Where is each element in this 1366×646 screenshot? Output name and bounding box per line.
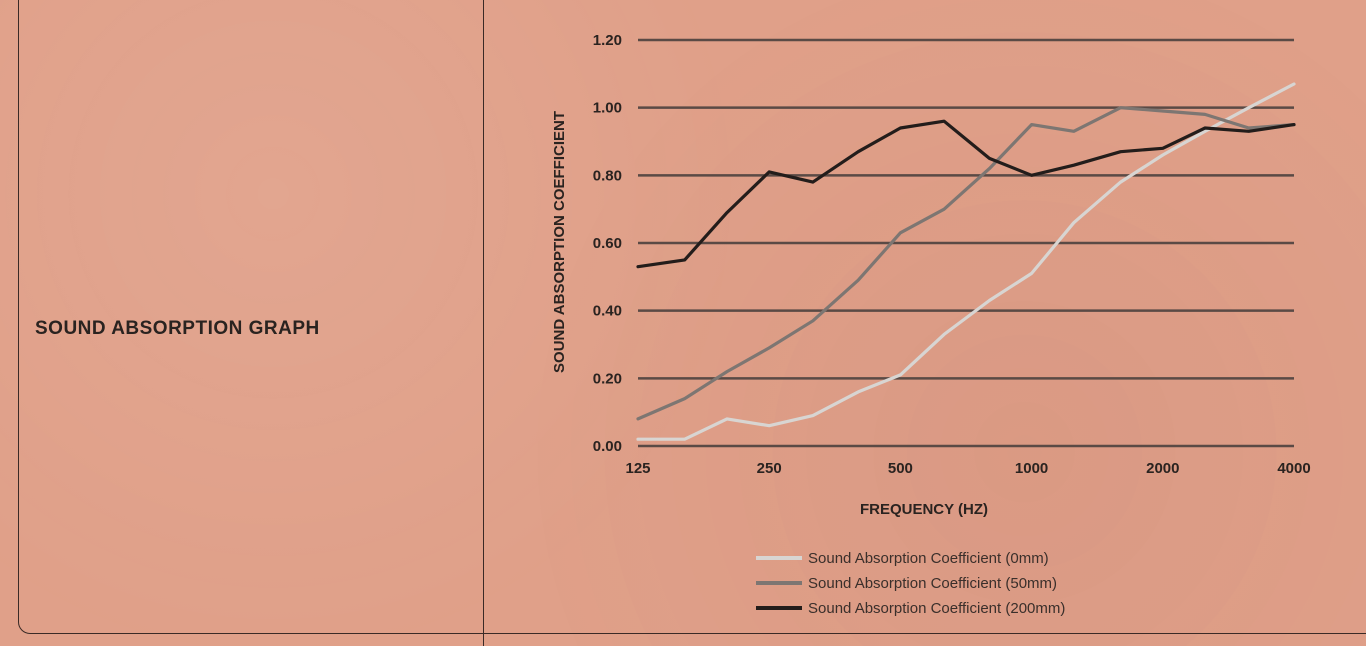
legend-label-2: Sound Absorption Coefficient (200mm) — [808, 600, 1065, 617]
y-tick-label: 0.60 — [593, 235, 622, 252]
series-line-2 — [636, 119, 1296, 269]
x-tick-label: 500 — [888, 460, 913, 477]
series-line-1 — [636, 106, 1296, 421]
x-tick-label: 2000 — [1146, 460, 1179, 477]
y-tick-label: 0.40 — [593, 303, 622, 320]
panel-title: SOUND ABSORPTION GRAPH — [35, 318, 320, 339]
x-axis-ticks: 125 250 500 1000 2000 4000 — [625, 460, 1310, 477]
x-axis-title: FREQUENCY (HZ) — [860, 501, 988, 518]
x-tick-label: 250 — [757, 460, 782, 477]
x-tick-label: 1000 — [1015, 460, 1048, 477]
series-line-0 — [636, 82, 1296, 441]
y-tick-label: 0.80 — [593, 167, 622, 184]
x-tick-label: 4000 — [1277, 460, 1310, 477]
y-axis-ticks: 0.00 0.20 0.40 0.60 0.80 1.00 1.20 — [593, 32, 622, 455]
legend-label-0: Sound Absorption Coefficient (0mm) — [808, 550, 1049, 567]
panel-frame — [18, 0, 1366, 634]
y-tick-label: 1.00 — [593, 100, 622, 117]
chart-grid — [638, 38, 1294, 448]
y-tick-label: 1.20 — [593, 32, 622, 49]
x-tick-label: 125 — [625, 460, 650, 477]
chart-legend: Sound Absorption Coefficient (0mm) Sound … — [756, 550, 1065, 617]
y-tick-label: 0.20 — [593, 370, 622, 387]
legend-label-1: Sound Absorption Coefficient (50mm) — [808, 575, 1057, 592]
sound-absorption-chart: 0.00 0.20 0.40 0.60 0.80 1.00 1.20 125 250 500 10… — [551, 32, 1311, 617]
column-divider — [483, 0, 484, 646]
y-axis-title: SOUND ABSORPTION COEFFICIENT — [551, 111, 568, 373]
y-tick-label: 0.00 — [593, 438, 622, 455]
chart-series — [636, 82, 1296, 441]
